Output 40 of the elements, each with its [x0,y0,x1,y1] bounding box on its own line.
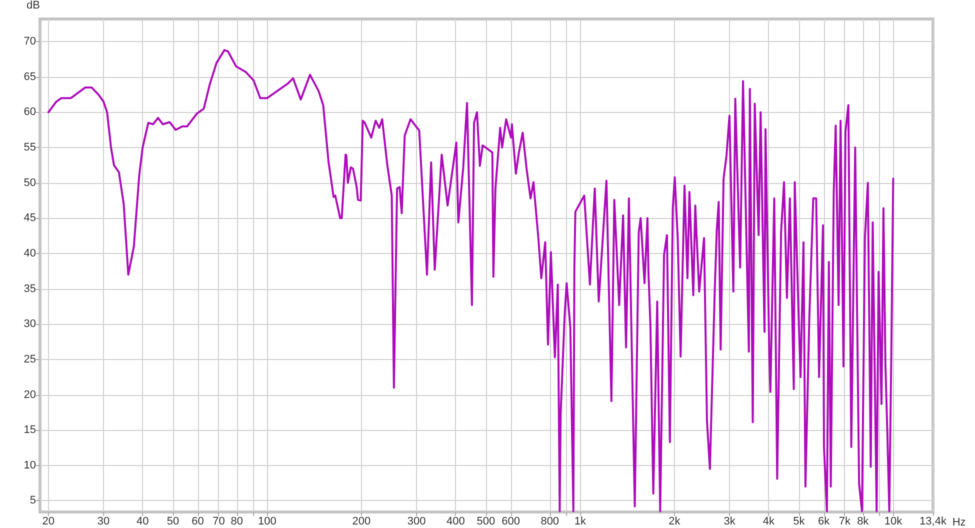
y-tick-label: 55 [24,142,36,154]
x-axis-title: Hz [952,516,966,528]
x-tick-label: 50 [166,516,180,528]
y-tick-label: 45 [24,212,36,224]
x-tick-label: 1k [574,516,587,528]
y-tick-label: 65 [24,70,36,83]
x-tick-label: 300 [407,516,426,528]
x-tick-label: 20 [42,516,55,528]
y-tick-label: 60 [24,106,36,118]
y-tick-label: 35 [24,282,36,295]
x-tick-label: 4k [762,516,775,528]
x-tick-label: 400 [446,516,465,528]
x-tick-label: 500 [476,516,496,528]
x-tick-label: 7k [838,516,852,528]
y-tick-label: 40 [24,247,36,260]
y-tick-label: 50 [24,176,36,189]
x-tick-label: 6k [818,516,830,528]
x-tick-label: 60 [192,516,204,528]
y-tick-label: 20 [24,388,36,401]
y-tick-label: 30 [24,318,36,330]
y-tick-label: 25 [24,353,36,366]
x-tick-label: 800 [540,516,560,528]
x-tick-label: 3k [724,516,736,528]
x-tick-label: 600 [502,516,520,528]
x-tick-label: 80 [230,516,243,528]
x-tick-label: 70 [212,516,225,528]
x-tick-label: 13,4k [920,516,947,528]
y-tick-label: 15 [24,424,36,436]
x-tick-label: 10k [884,516,903,528]
x-tick-label: 30 [97,516,110,528]
x-tick-label: 40 [136,516,149,528]
x-tick-label: 200 [352,516,371,528]
y-tick-label: 5 [30,494,36,507]
x-tick-label: 5k [793,516,806,528]
y-tick-label: 10 [24,459,36,472]
y-axis-title: dB [26,0,40,12]
x-tick-label: 100 [258,516,276,528]
x-tick-label: 8k [857,516,870,528]
x-tick-label: 2k [668,516,681,528]
y-tick-label: 70 [24,36,36,48]
